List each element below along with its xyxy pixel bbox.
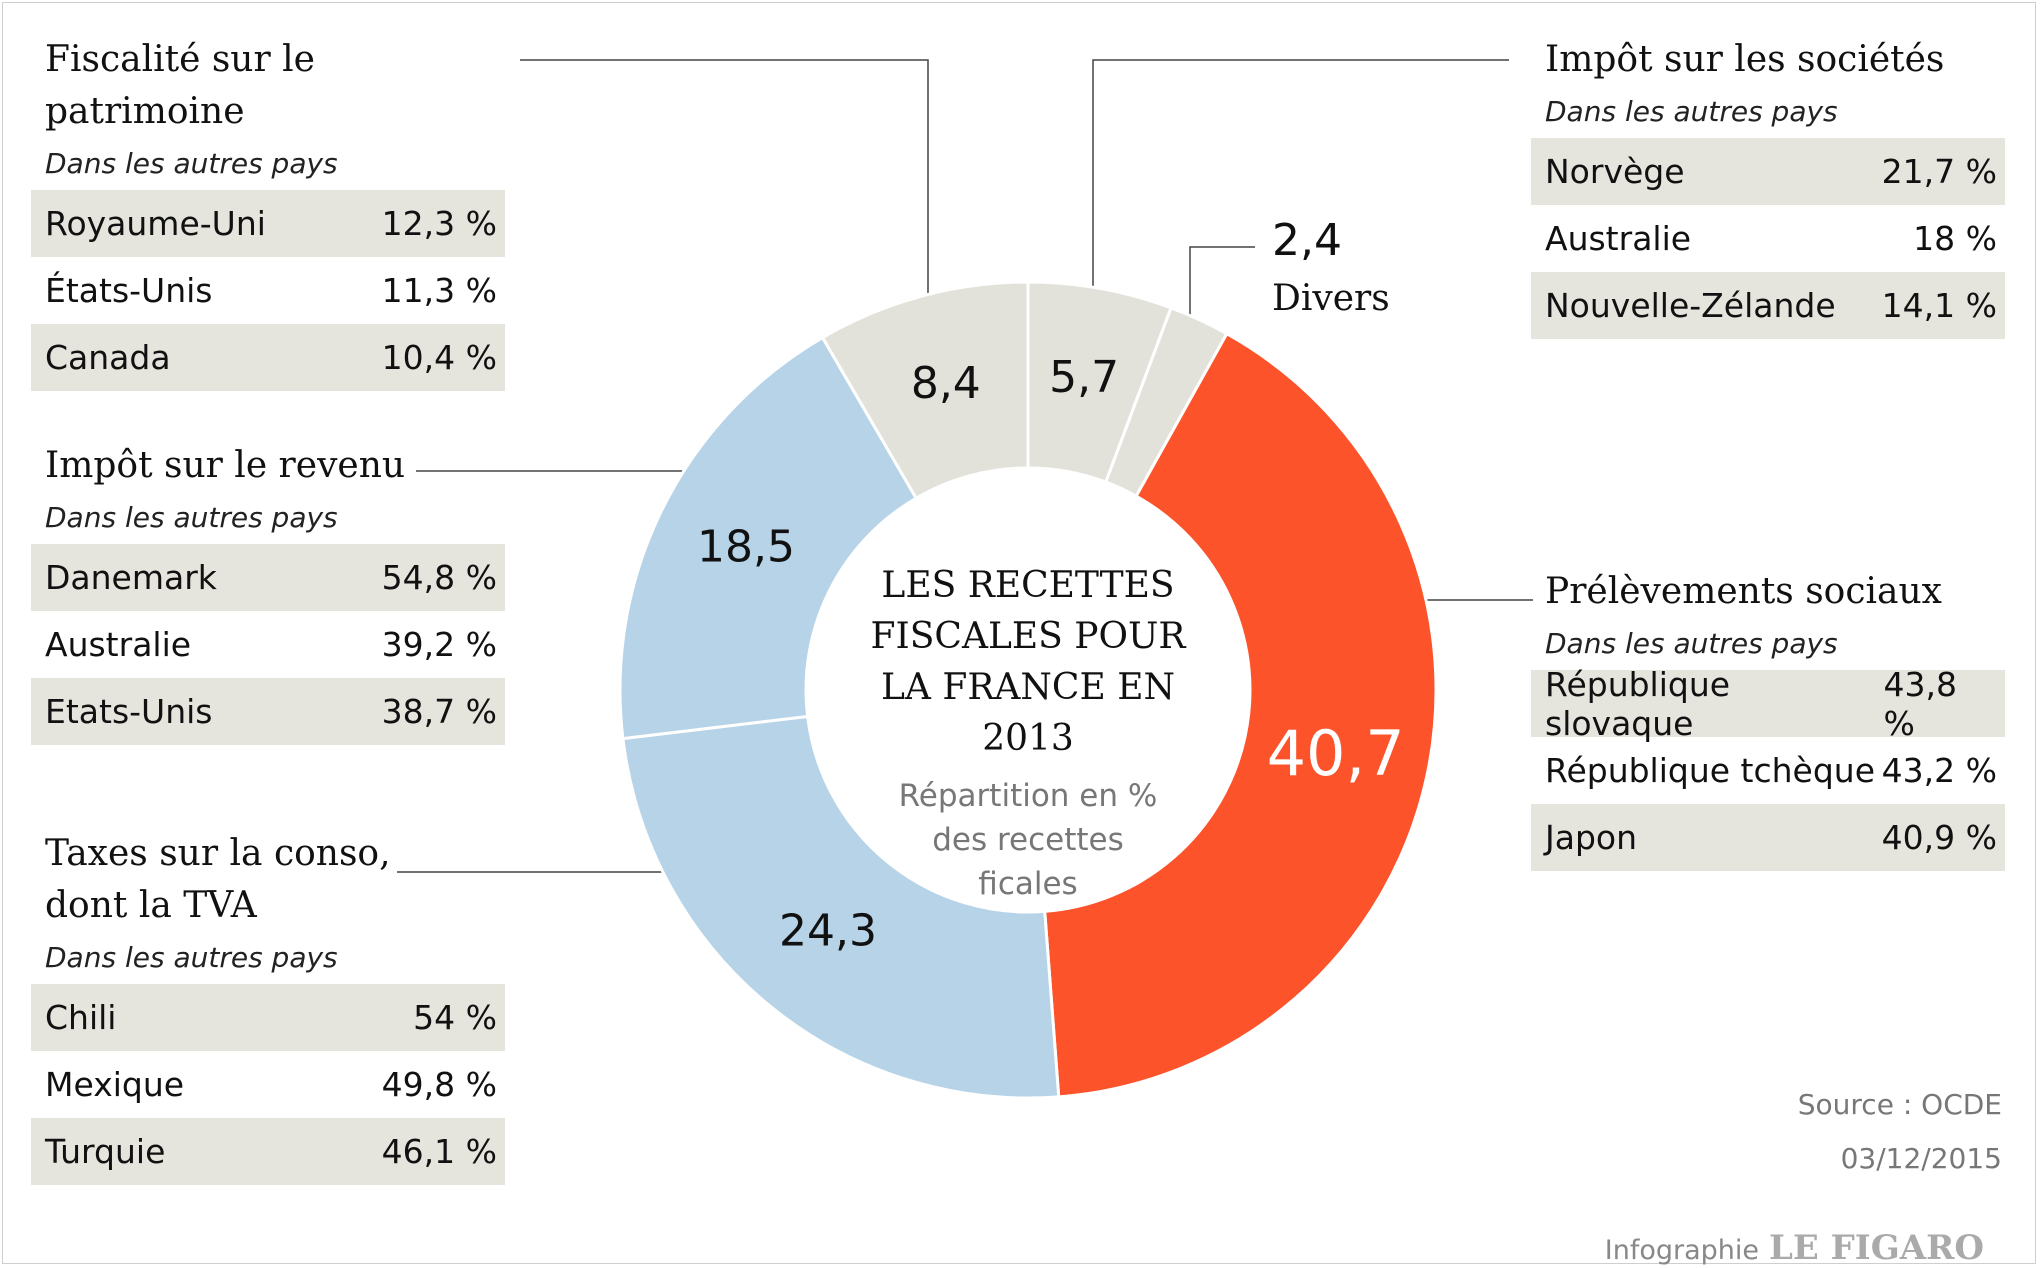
country: Mexique: [45, 1065, 185, 1104]
country: Royaume-Uni: [45, 204, 266, 243]
rate: 21,7 %: [1881, 152, 1997, 191]
table-row: Mexique 49,8 %: [31, 1051, 505, 1118]
leader-line: [1092, 59, 1509, 302]
country: Chili: [45, 998, 117, 1037]
rate: 38,7 %: [381, 692, 497, 731]
table-row: Danemark 54,8 %: [31, 544, 505, 611]
country: Nouvelle-Zélande: [1545, 286, 1836, 325]
table-row: République slovaque 43,8 %: [1531, 665, 2005, 743]
country: Canada: [45, 338, 171, 377]
detail-panel: Prélèvements sociaux Dans les autres pays…: [1531, 566, 2005, 871]
country: Japon: [1545, 818, 1638, 857]
table-row: Australie 18 %: [1531, 205, 2005, 272]
country: Norvège: [1545, 152, 1685, 191]
table-row: Chili 54 %: [31, 984, 505, 1051]
slice: [1043, 331, 1438, 1099]
table-row: Japon 40,9 %: [1531, 804, 2005, 871]
country: Danemark: [45, 558, 217, 597]
panel-subtitle: Dans les autres pays: [1545, 627, 1838, 660]
detail-panel: Taxes sur la conso, dont la TVA Dans les …: [31, 828, 505, 1185]
country: Turquie: [45, 1132, 166, 1171]
rate: 54,8 %: [381, 558, 497, 597]
value-label: 40,7: [1267, 717, 1405, 790]
panel-title: Impôt sur le revenu: [45, 445, 406, 486]
country: Australie: [45, 625, 192, 664]
credit-text: Infographie: [1604, 1235, 1759, 1266]
rate: 18 %: [1913, 219, 1997, 258]
panel-subtitle: Dans les autres pays: [45, 501, 338, 534]
table-row: Etats-Unis 38,7 %: [31, 678, 505, 745]
rate: 39,2 %: [381, 625, 497, 664]
slice: [621, 714, 1061, 1100]
rate: 49,8 %: [381, 1065, 497, 1104]
detail-panel: Impôt sur le revenu Dans les autres pays D…: [31, 440, 505, 745]
rate: 40,9 %: [1881, 818, 1997, 857]
source: Source : OCDE: [1797, 1088, 2002, 1121]
rate: 10,4 %: [381, 338, 497, 377]
category-label: Divers: [1272, 278, 1390, 319]
value-label: 18,5: [697, 522, 795, 573]
value-label: 2,4: [1272, 215, 1342, 266]
chart-title: LES RECETTES FISCALES POUR LA FRANCE EN …: [870, 565, 1186, 759]
detail-panel: Impôt sur les sociétés Dans les autres pa…: [1531, 34, 2005, 339]
country: Etats-Unis: [45, 692, 213, 731]
leader-line: [520, 59, 929, 302]
table-row: Norvège 21,7 %: [1531, 138, 2005, 205]
table-row: Nouvelle-Zélande 14,1 %: [1531, 272, 2005, 339]
value-label: 8,4: [911, 358, 981, 409]
rate: 12,3 %: [381, 204, 497, 243]
center-label: LES RECETTES FISCALES POUR LA FRANCE EN …: [808, 560, 1248, 906]
panel-subtitle: Dans les autres pays: [45, 941, 338, 974]
panel-title: Taxes sur la conso, dont la TVA: [45, 833, 391, 926]
credit: Infographie LE FIGARO: [1605, 1228, 1984, 1268]
rate: 11,3 %: [381, 271, 497, 310]
detail-panel: Fiscalité sur le patrimoine Dans les autr…: [31, 34, 505, 391]
rate: 43,2 %: [1881, 751, 1997, 790]
panel-subtitle: Dans les autres pays: [45, 147, 338, 180]
rate: 14,1 %: [1881, 286, 1997, 325]
panel-title: Prélèvements sociaux: [1545, 571, 1942, 612]
table-row: États-Unis 11,3 %: [31, 257, 505, 324]
table-row: Australie 39,2 %: [31, 611, 505, 678]
value-label: 24,3: [779, 905, 877, 956]
panel-subtitle: Dans les autres pays: [1545, 95, 1838, 128]
table-row: Royaume-Uni 12,3 %: [31, 190, 505, 257]
table-row: Turquie 46,1 %: [31, 1118, 505, 1185]
panel-title: Fiscalité sur le patrimoine: [45, 39, 315, 132]
table-row: République tchèque 43,2 %: [1531, 737, 2005, 804]
table-row: Canada 10,4 %: [31, 324, 505, 391]
date: 03/12/2015: [1840, 1142, 2002, 1175]
rate: 43,8 %: [1883, 664, 1957, 743]
country: États-Unis: [45, 271, 213, 310]
slice: [820, 280, 1030, 501]
brand: LE FIGARO: [1769, 1228, 1984, 1268]
country: République tchèque: [1545, 751, 1876, 790]
country: République slovaque: [1545, 664, 1731, 743]
value-label: 5,7: [1049, 352, 1119, 403]
chart-subtitle: Répartition en % des recettes ficales: [898, 778, 1158, 902]
country: Australie: [1545, 219, 1692, 258]
slice: [618, 335, 919, 741]
panel-title: Impôt sur les sociétés: [1545, 39, 1945, 80]
rate: 54 %: [413, 998, 497, 1037]
rate: 46,1 %: [381, 1132, 497, 1171]
